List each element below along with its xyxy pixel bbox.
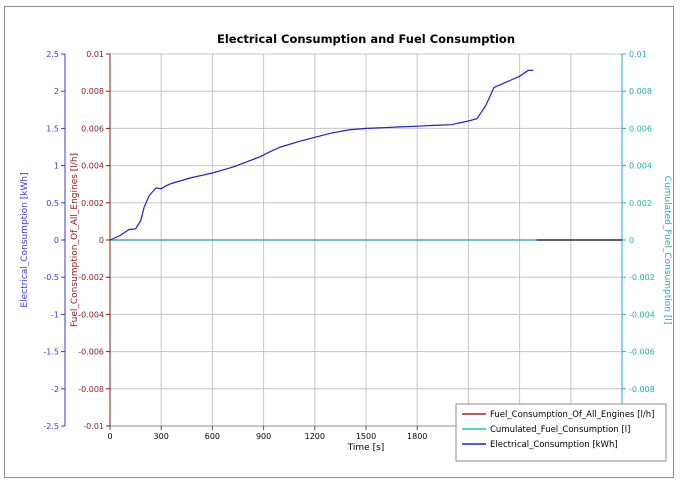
chart: Electrical Consumption and Fuel Consumpt… bbox=[20, 32, 672, 462]
left-inner-tick-label: -0.01 bbox=[83, 422, 104, 431]
left-outer-tick-label: -2.5 bbox=[43, 422, 59, 431]
right-tick-label: -0.002 bbox=[629, 273, 655, 282]
right-tick-label: 0.01 bbox=[629, 50, 647, 59]
left-outer-tick-label: 0.5 bbox=[46, 199, 59, 208]
legend: Fuel_Consumption_Of_All_Engines [l/h] Cum… bbox=[455, 403, 667, 462]
right-tick-label: 0 bbox=[629, 236, 634, 245]
right-tick-label: -0.008 bbox=[629, 385, 655, 394]
left-outer-axis-label: Electrical_Consumption [kWh] bbox=[20, 172, 30, 307]
left-outer-tick-label: -1.5 bbox=[43, 348, 59, 357]
left-inner-tick-label: -0.004 bbox=[78, 310, 104, 319]
series-line-2 bbox=[109, 69, 534, 241]
x-tick-label: 1800 bbox=[407, 432, 427, 441]
right-tick-label: -0.006 bbox=[629, 348, 655, 357]
left-inner-tick-label: -0.002 bbox=[78, 273, 104, 282]
x-tick-label: 1500 bbox=[356, 432, 376, 441]
left-inner-axis-label: Fuel_Consumption_Of_All_Engines [l/h] bbox=[70, 153, 80, 327]
right-tick-label: 0.006 bbox=[629, 124, 652, 133]
left-inner-tick-label: -0.006 bbox=[78, 348, 104, 357]
legend-box bbox=[455, 403, 667, 462]
left-outer-tick-label: -1 bbox=[51, 310, 59, 319]
left-outer-tick-label: 1.5 bbox=[46, 124, 59, 133]
left-inner-tick-label: 0 bbox=[99, 236, 104, 245]
left-inner-tick-label: 0.006 bbox=[81, 124, 104, 133]
left-inner-tick-label: 0.008 bbox=[81, 87, 104, 96]
left-outer-tick-label: -0.5 bbox=[43, 273, 59, 282]
x-axis-label: Time [s] bbox=[347, 443, 385, 453]
left-outer-tick-label: 1 bbox=[54, 162, 59, 171]
legend-item-label: Fuel_Consumption_Of_All_Engines [l/h] bbox=[490, 410, 654, 420]
left-outer-tick-label: -2 bbox=[51, 385, 59, 394]
right-axis-label: Cumulated_Fuel_Consumption [l] bbox=[662, 176, 672, 325]
right-tick-label: 0.002 bbox=[629, 199, 652, 208]
left-outer-tick-label: 2.5 bbox=[46, 50, 59, 59]
x-tick-label: 1200 bbox=[305, 432, 325, 441]
series-group bbox=[109, 69, 622, 241]
left-outer-tick-label: 0 bbox=[54, 236, 59, 245]
right-tick-label: -0.004 bbox=[629, 310, 655, 319]
x-tick-label: 900 bbox=[256, 432, 271, 441]
legend-item-label: Electrical_Consumption [kWh] bbox=[490, 440, 618, 450]
axes: 03006009001200150018002100240027003000Ti… bbox=[20, 50, 672, 453]
left-inner-tick-label: 0.004 bbox=[81, 162, 104, 171]
right-tick-label: 0.008 bbox=[629, 87, 652, 96]
left-inner-tick-label: 0.002 bbox=[81, 199, 104, 208]
left-outer-tick-label: 2 bbox=[54, 87, 59, 96]
x-tick-label: 600 bbox=[205, 432, 220, 441]
legend-item-label: Cumulated_Fuel_Consumption [l] bbox=[490, 425, 630, 435]
x-tick-label: 0 bbox=[107, 432, 112, 441]
chart-frame: Electrical Consumption and Fuel Consumpt… bbox=[4, 6, 674, 478]
left-inner-tick-label: -0.008 bbox=[78, 385, 104, 394]
right-tick-label: 0.004 bbox=[629, 162, 652, 171]
x-tick-label: 300 bbox=[154, 432, 169, 441]
chart-title: Electrical Consumption and Fuel Consumpt… bbox=[217, 32, 515, 46]
left-inner-tick-label: 0.01 bbox=[86, 50, 104, 59]
